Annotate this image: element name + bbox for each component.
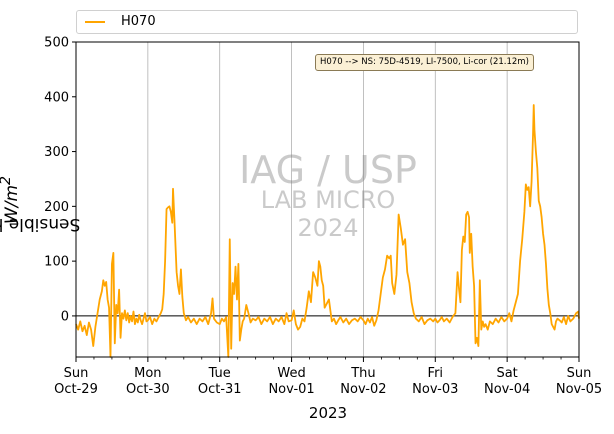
- x-tick-label-date: Nov-05: [556, 382, 602, 397]
- x-tick-label-date: Oct-30: [126, 382, 170, 397]
- x-tick-label-day: Tue: [208, 366, 231, 381]
- x-axis-label: 2023: [308, 404, 348, 422]
- y-tick-label: 200: [44, 200, 69, 215]
- y-tick-label: 400: [44, 90, 69, 105]
- instrument-annotation: H070 --> NS: 75D-4519, LI-7500, Li-cor (…: [315, 54, 534, 71]
- x-tick-label-day: Thu: [350, 366, 375, 381]
- y-tick-label: 0: [61, 309, 69, 324]
- x-tick-label-date: Oct-31: [198, 382, 242, 397]
- y-tick-label: 300: [44, 145, 69, 160]
- legend: H070: [76, 10, 578, 34]
- series-line-h070: [75, 104, 580, 358]
- x-axis: SunOct-29MonOct-30TueOct-31WedNov-01ThuN…: [54, 357, 602, 397]
- legend-label: H070: [121, 14, 156, 29]
- vertical-gridlines: [147, 42, 508, 357]
- x-tick-label-day: Sun: [64, 366, 89, 381]
- x-tick-label-date: Nov-04: [484, 382, 530, 397]
- y-axis: 0 100 200 300 400 500: [44, 36, 76, 324]
- x-tick-label-date: Oct-29: [54, 382, 98, 397]
- plot-area-frame: [75, 41, 580, 358]
- x-tick-label-day: Wed: [277, 366, 305, 381]
- x-tick-label-date: Nov-01: [268, 382, 314, 397]
- x-tick-label-date: Nov-03: [412, 382, 458, 397]
- x-tick-label-day: Fri: [428, 366, 444, 381]
- legend-line-swatch: [85, 21, 105, 23]
- x-tick-label-day: Sat: [496, 366, 517, 381]
- x-tick-label-day: Sun: [567, 366, 592, 381]
- x-tick-label-date: Nov-02: [340, 382, 386, 397]
- y-tick-label: 500: [44, 36, 69, 51]
- y-tick-label: 100: [44, 255, 69, 270]
- x-tick-label-day: Mon: [134, 366, 161, 381]
